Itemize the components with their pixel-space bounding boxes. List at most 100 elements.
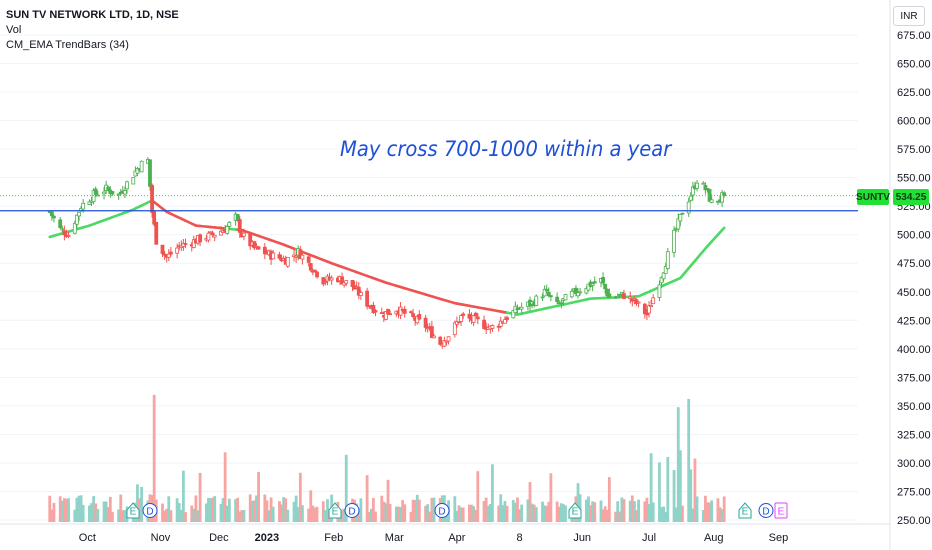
volume-bar — [543, 505, 547, 522]
volume-bar — [664, 512, 668, 522]
dividend-event-icon[interactable]: D — [758, 503, 774, 518]
candle-body — [473, 312, 478, 317]
event-letter: D — [438, 507, 445, 518]
candle-body — [429, 326, 434, 338]
candle-body — [569, 290, 574, 298]
volume-bar — [384, 503, 388, 522]
candle-body — [452, 322, 457, 336]
volume-bar — [104, 501, 108, 522]
volume-bar — [660, 507, 663, 522]
candle-body — [342, 282, 347, 286]
volume-bar — [587, 496, 590, 522]
price-axis[interactable]: 675.00650.00625.00600.00575.00550.00525.… — [889, 0, 931, 550]
volume-bar — [672, 470, 676, 522]
volume-bar — [75, 497, 79, 522]
dividend-event-icon[interactable]: D — [434, 503, 450, 518]
volume-bar — [204, 503, 208, 522]
volume-bar — [282, 497, 286, 522]
volume-bar — [484, 497, 488, 522]
candle-body — [645, 311, 649, 316]
volume-bar — [211, 497, 215, 522]
candle-body — [402, 308, 407, 314]
volume-bar — [676, 407, 680, 522]
candle-body — [415, 316, 420, 324]
candle-body — [503, 319, 507, 324]
price-tick-label: 500.00 — [897, 230, 931, 242]
candle-body — [152, 211, 157, 225]
symbol-title[interactable]: SUN TV NETWORK LTD, 1D, NSE — [6, 9, 179, 21]
currency-button[interactable]: INR — [893, 6, 925, 26]
event-letter: D — [146, 507, 153, 518]
time-tick-label: Dec — [209, 532, 229, 544]
price-tick-label: 550.00 — [897, 173, 931, 185]
volume-bar — [528, 482, 532, 522]
candle-body — [636, 301, 641, 304]
candle-body — [49, 211, 54, 217]
indicator-volume[interactable]: Vol — [6, 24, 22, 36]
candle-body — [680, 212, 685, 215]
dividend-event-icon[interactable]: D — [344, 503, 360, 518]
candle-body — [605, 288, 610, 297]
candle-body — [622, 293, 626, 299]
candle-body — [690, 186, 695, 196]
candle-body — [379, 312, 384, 314]
candle-body — [544, 288, 549, 292]
volume-bar — [501, 505, 505, 522]
earnings-event-icon[interactable]: E — [328, 502, 342, 519]
indicator-ema-trendbars[interactable]: CM_EMA TrendBars (34) — [6, 39, 129, 51]
candle-body — [262, 246, 267, 255]
volume-bar — [169, 510, 173, 522]
earnings-event-icon[interactable]: E — [774, 502, 788, 519]
candle-body — [432, 335, 436, 339]
volume-bar — [455, 510, 459, 522]
candle-body — [695, 182, 699, 189]
time-tick-label: Apr — [448, 532, 465, 544]
candle-body — [208, 231, 213, 234]
candle-body — [555, 296, 560, 302]
candle-body — [617, 293, 622, 296]
volume-bar — [399, 506, 402, 522]
price-tick-label: 600.00 — [897, 116, 931, 128]
candle-body — [615, 295, 620, 298]
earnings-event-icon[interactable]: E — [568, 502, 582, 519]
candle-body — [123, 190, 127, 195]
candle-body — [77, 211, 81, 217]
price-tick-label: 275.00 — [897, 486, 931, 498]
volume-bar — [90, 503, 93, 522]
candle-body — [519, 306, 524, 310]
candle-body — [703, 185, 708, 191]
volume-bar — [58, 496, 62, 522]
candle-body — [162, 253, 167, 256]
volume-bar — [599, 500, 603, 522]
candle-body — [475, 316, 480, 320]
volume-bar — [184, 512, 187, 522]
candle-body — [365, 290, 370, 307]
candle-body — [242, 232, 246, 237]
event-markers: E D E D ED E D E — [126, 502, 788, 519]
candle-body — [160, 244, 165, 254]
volume-bar — [497, 505, 501, 522]
candle-body — [321, 277, 326, 285]
price-tick-label: 300.00 — [897, 458, 931, 470]
volume-bar — [369, 508, 373, 522]
candle-body — [93, 188, 98, 195]
chart-annotation-text[interactable]: May cross 700-1000 within a year — [340, 137, 672, 161]
candle-body — [678, 213, 683, 222]
candle-body — [444, 340, 449, 343]
ema-segment — [695, 249, 705, 260]
earnings-event-icon[interactable]: E — [126, 502, 140, 519]
volume-bar — [140, 486, 144, 522]
candle-body — [358, 292, 363, 296]
dividend-event-icon[interactable]: D — [142, 503, 158, 518]
time-axis[interactable]: Oct Nov Dec 2023 Feb Mar Apr 8 Jun Jul Aug Sep — [0, 523, 890, 544]
volume-bar — [710, 500, 714, 522]
volume-bar — [380, 495, 384, 522]
volume-bar — [280, 504, 283, 522]
earnings-event-icon[interactable]: E — [738, 502, 752, 519]
candle-body — [546, 291, 551, 297]
volume-bars — [48, 394, 726, 522]
volume-bar — [562, 504, 565, 522]
volume-bar — [516, 497, 519, 522]
volume-bar — [526, 499, 530, 522]
